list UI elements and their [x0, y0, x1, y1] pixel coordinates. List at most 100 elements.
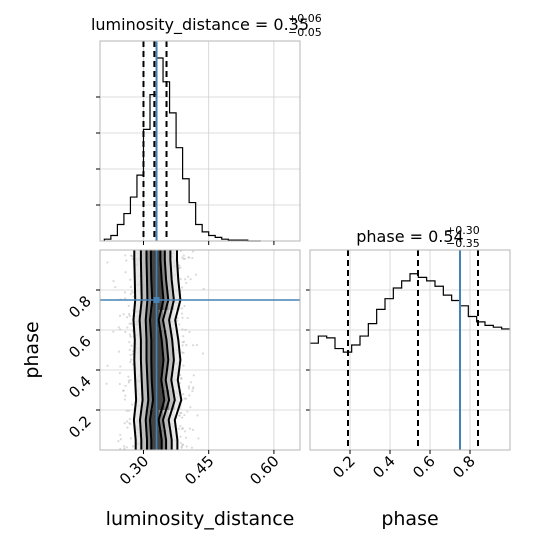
contours	[132, 250, 183, 450]
sample-point	[194, 273, 198, 276]
contour-right-1	[161, 250, 171, 450]
sample-point	[129, 422, 132, 426]
sample-point	[119, 433, 122, 437]
sample-point	[186, 275, 190, 278]
histogram-phase	[310, 273, 510, 353]
panel-frame	[99, 40, 301, 242]
sample-point	[188, 330, 191, 334]
sample-point	[182, 340, 186, 343]
sample-point	[118, 382, 121, 386]
panel-luminosity-distance-hist: luminosity_distance = 0.35 +0.06 −0.05	[91, 12, 322, 245]
sample-point	[128, 348, 131, 352]
title-phase-lower: −0.35	[446, 237, 480, 250]
sample-point	[130, 344, 133, 347]
sample-point	[105, 382, 108, 385]
sample-point	[183, 304, 186, 308]
sample-point	[189, 381, 193, 384]
sample-point	[129, 360, 132, 364]
sample-point	[126, 326, 129, 329]
sample-point	[187, 387, 191, 390]
sample-point	[192, 386, 195, 389]
sample-point	[181, 351, 184, 354]
panel-frame	[99, 249, 301, 451]
sample-point	[129, 335, 132, 338]
panel-2d-histogram: 0.30 0.45 0.60 0.20.40.60.8 luminosity_dis…	[21, 249, 301, 530]
sample-point	[179, 250, 182, 253]
sample-point	[181, 328, 184, 331]
sample-point	[195, 343, 198, 347]
sample-point	[185, 281, 188, 285]
sample-point	[112, 330, 115, 333]
density-cell	[150, 310, 159, 330]
sample-point	[127, 381, 131, 384]
sample-point	[182, 364, 185, 367]
sample-point	[129, 378, 132, 382]
sample-point	[183, 430, 187, 433]
sample-point	[125, 446, 128, 449]
title-phase-upper: +0.30	[446, 224, 480, 237]
sample-point	[119, 438, 123, 441]
sample-point	[114, 286, 117, 289]
sample-point	[180, 411, 183, 415]
density-cell	[151, 350, 164, 370]
sample-point	[118, 314, 122, 317]
sample-point	[123, 447, 126, 450]
sample-point	[128, 417, 131, 421]
sample-point	[180, 312, 184, 315]
sample-point	[127, 304, 130, 307]
sample-point	[191, 256, 194, 260]
title-luminosity-distance-upper: +0.06	[288, 12, 322, 25]
sample-point	[127, 375, 130, 378]
sample-point	[181, 427, 185, 430]
sample-point	[130, 322, 133, 325]
sample-point	[178, 323, 181, 326]
sample-point	[124, 394, 127, 397]
sample-point	[129, 292, 132, 295]
sample-point	[128, 333, 131, 336]
sample-point	[122, 313, 125, 316]
sample-point	[119, 447, 122, 450]
contour-left-3	[132, 250, 138, 450]
sample-point	[127, 312, 131, 316]
density-cell	[150, 410, 159, 430]
sample-point	[181, 316, 184, 319]
tick-marks	[96, 96, 275, 245]
density-cell	[153, 390, 165, 410]
sample-point	[191, 250, 195, 253]
sample-point	[128, 341, 131, 344]
sample-point	[128, 314, 131, 317]
sample-point	[129, 285, 133, 289]
sample-point	[112, 280, 115, 283]
sample-point	[124, 297, 127, 300]
sample-point	[189, 406, 192, 409]
sample-point	[125, 409, 128, 412]
sample-point	[179, 277, 182, 281]
sample-point	[127, 379, 130, 382]
histogram-steps	[103, 57, 261, 242]
sample-point	[131, 257, 134, 260]
sample-point	[119, 328, 122, 331]
sample-point	[184, 436, 188, 439]
contour-left-1	[144, 250, 150, 450]
sample-point	[125, 259, 128, 262]
title-luminosity-distance: luminosity_distance = 0.35	[91, 15, 309, 35]
sample-point	[185, 344, 188, 347]
sample-point	[184, 278, 187, 281]
sample-point	[201, 352, 204, 355]
sample-point	[128, 322, 131, 325]
sample-point	[132, 295, 135, 298]
sample-point	[122, 445, 126, 448]
sample-point	[118, 371, 121, 375]
contour-right-0	[157, 250, 166, 450]
sample-point	[183, 413, 186, 417]
sample-point	[197, 437, 200, 440]
sample-point	[202, 287, 205, 290]
sample-point	[129, 278, 132, 281]
sample-point	[123, 291, 127, 294]
sample-point	[127, 409, 131, 412]
sample-point	[182, 335, 185, 338]
quantile-lines	[142, 41, 168, 241]
title-phase: phase = 0.54	[356, 227, 463, 246]
